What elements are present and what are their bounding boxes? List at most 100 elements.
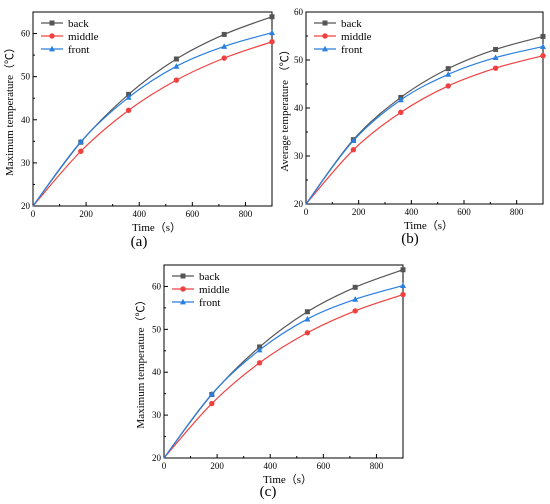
y-axis-label: Maximum temperature（℃） — [134, 294, 147, 428]
data-point-back — [269, 14, 275, 20]
chart-panel-2: 0 200 400 600 800 20 30 40 50 60 Time（s） Average te… — [278, 7, 546, 247]
y-tick-label: 50 — [152, 324, 162, 334]
data-point-middle — [256, 360, 263, 366]
y-tick-label: 20 — [21, 201, 31, 211]
data-point-front — [304, 315, 311, 322]
y-tick-label: 60 — [152, 281, 162, 291]
x-tick-label: 400 — [405, 207, 419, 217]
x-tick-label: 800 — [239, 209, 253, 219]
legend-marker-front — [49, 45, 55, 52]
data-point-middle — [398, 109, 404, 116]
y-axis-label: Average temperature （℃） — [278, 44, 291, 171]
y-tick-label: 50 — [294, 55, 304, 65]
y-tick-label: 40 — [21, 115, 31, 125]
data-point-back — [173, 56, 179, 62]
series-line-back — [305, 35, 544, 205]
data-point-front — [256, 346, 263, 353]
data-point-front — [221, 43, 228, 49]
y-tick-label: 40 — [294, 103, 304, 113]
legend-label-front: front — [68, 44, 89, 56]
data-point-middle — [173, 77, 180, 83]
data-point-front — [173, 63, 180, 69]
panel-label: (b) — [401, 231, 419, 247]
data-point-middle — [445, 83, 451, 89]
legend-label-middle: middle — [199, 284, 230, 296]
series-line-front — [32, 32, 273, 207]
data-point-middle — [269, 39, 275, 45]
legend-label-front: front — [199, 297, 220, 309]
y-tick-label: 20 — [294, 199, 304, 209]
legend-marker-back — [322, 20, 328, 26]
legend-label-back: back — [199, 271, 220, 283]
y-tick-label: 30 — [152, 410, 162, 420]
legend-label-front: front — [341, 44, 362, 56]
data-point-front — [208, 390, 215, 397]
data-point-back — [352, 284, 358, 290]
data-point-middle — [400, 291, 406, 298]
data-point-front — [269, 29, 275, 36]
legend-marker-middle — [49, 33, 55, 39]
data-point-middle — [125, 107, 132, 113]
plot-frame — [32, 11, 273, 207]
legend-marker-back — [49, 20, 55, 26]
x-tick-label: 400 — [132, 209, 146, 219]
data-point-middle — [352, 308, 358, 314]
y-tick-label: 30 — [21, 158, 31, 168]
panel-label: (a) — [131, 234, 148, 250]
x-tick-label: 200 — [79, 209, 93, 219]
x-axis-label: Time（s） — [404, 219, 453, 232]
data-point-middle — [350, 147, 357, 153]
y-tick-label: 60 — [294, 7, 304, 17]
legend-label-back: back — [68, 18, 89, 30]
series-line-front — [163, 285, 404, 459]
legend-label-back: back — [341, 18, 362, 30]
legend-label-middle: middle — [68, 31, 99, 43]
data-point-back — [304, 309, 310, 315]
data-point-front — [400, 282, 406, 288]
data-point-front — [445, 71, 452, 77]
chart-panel-1: 0 200 400 600 800 20 30 40 50 60 Time（s） Maximum te… — [3, 11, 275, 250]
data-point-front — [492, 54, 499, 60]
data-point-back — [540, 33, 546, 39]
data-point-back — [493, 46, 499, 52]
y-axis-label: Maximum temperature（℃） — [3, 42, 16, 176]
legend-marker-middle — [322, 33, 328, 39]
x-tick-label: 200 — [210, 461, 224, 471]
legend-marker-front — [180, 298, 186, 305]
series-line-middle — [305, 55, 544, 205]
x-axis-label: Time（s） — [263, 473, 312, 486]
x-axis-label: Time（s） — [132, 221, 181, 234]
x-tick-label: 0 — [304, 207, 309, 217]
data-point-front — [397, 96, 404, 103]
y-tick-label: 60 — [21, 29, 31, 39]
legend-marker-back — [180, 273, 186, 279]
panel-label: (c) — [260, 484, 277, 500]
x-tick-label: 0 — [162, 461, 167, 471]
x-tick-label: 800 — [370, 461, 384, 471]
y-tick-label: 40 — [152, 367, 162, 377]
y-tick-label: 20 — [152, 453, 162, 463]
data-point-back — [221, 31, 227, 37]
x-tick-label: 400 — [263, 461, 277, 471]
x-tick-label: 800 — [510, 207, 524, 217]
legend-marker-front — [322, 45, 328, 52]
chart-panel-3: 0 200 400 600 800 20 30 40 50 60 Time（s） Maximum te… — [134, 264, 406, 500]
data-point-middle — [304, 330, 311, 336]
data-point-middle — [540, 52, 546, 59]
data-point-middle — [492, 65, 499, 71]
data-point-front — [350, 137, 357, 144]
data-point-middle — [209, 400, 215, 407]
data-point-front — [352, 296, 359, 302]
legend-marker-middle — [180, 286, 186, 292]
data-point-middle — [221, 55, 227, 61]
data-point-back — [445, 66, 451, 72]
x-tick-label: 600 — [317, 461, 331, 471]
y-tick-label: 30 — [294, 151, 304, 161]
x-tick-label: 0 — [31, 209, 36, 219]
x-tick-label: 600 — [457, 207, 471, 217]
x-tick-label: 200 — [352, 207, 366, 217]
data-point-front — [125, 94, 132, 100]
series-line-middle — [163, 294, 404, 459]
data-point-front — [77, 138, 84, 145]
